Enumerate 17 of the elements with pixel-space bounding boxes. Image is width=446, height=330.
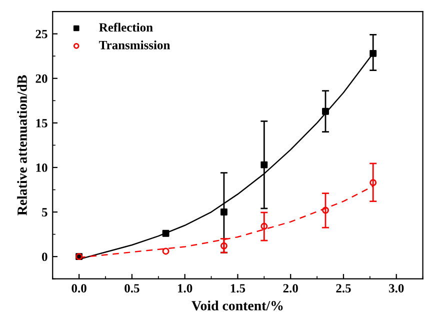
y-tick-label: 10 bbox=[36, 164, 48, 172]
x-tick-label: 1.5 bbox=[230, 284, 246, 293]
x-tick-label: 1.0 bbox=[178, 284, 192, 293]
y-tick-label: 5 bbox=[42, 208, 48, 216]
x-tick-label: 0.0 bbox=[72, 284, 86, 293]
y-axis-title: Relative attenuation/dB bbox=[17, 75, 27, 216]
y-tick-label: 25 bbox=[36, 30, 48, 38]
x-tick-label: 2.0 bbox=[283, 284, 298, 293]
y-tick-label: 20 bbox=[36, 74, 48, 83]
x-tick-label: 3.0 bbox=[389, 284, 404, 293]
y-tick-label: 0 bbox=[42, 252, 48, 262]
y-tick-label: 15 bbox=[36, 119, 48, 128]
legend-label: Transmission bbox=[99, 40, 170, 50]
x-axis-title: Void content/% bbox=[192, 300, 283, 310]
legend-label: Reflection bbox=[99, 22, 153, 32]
x-tick-label: 2.5 bbox=[336, 284, 351, 293]
x-tick-label: 0.5 bbox=[124, 284, 140, 293]
